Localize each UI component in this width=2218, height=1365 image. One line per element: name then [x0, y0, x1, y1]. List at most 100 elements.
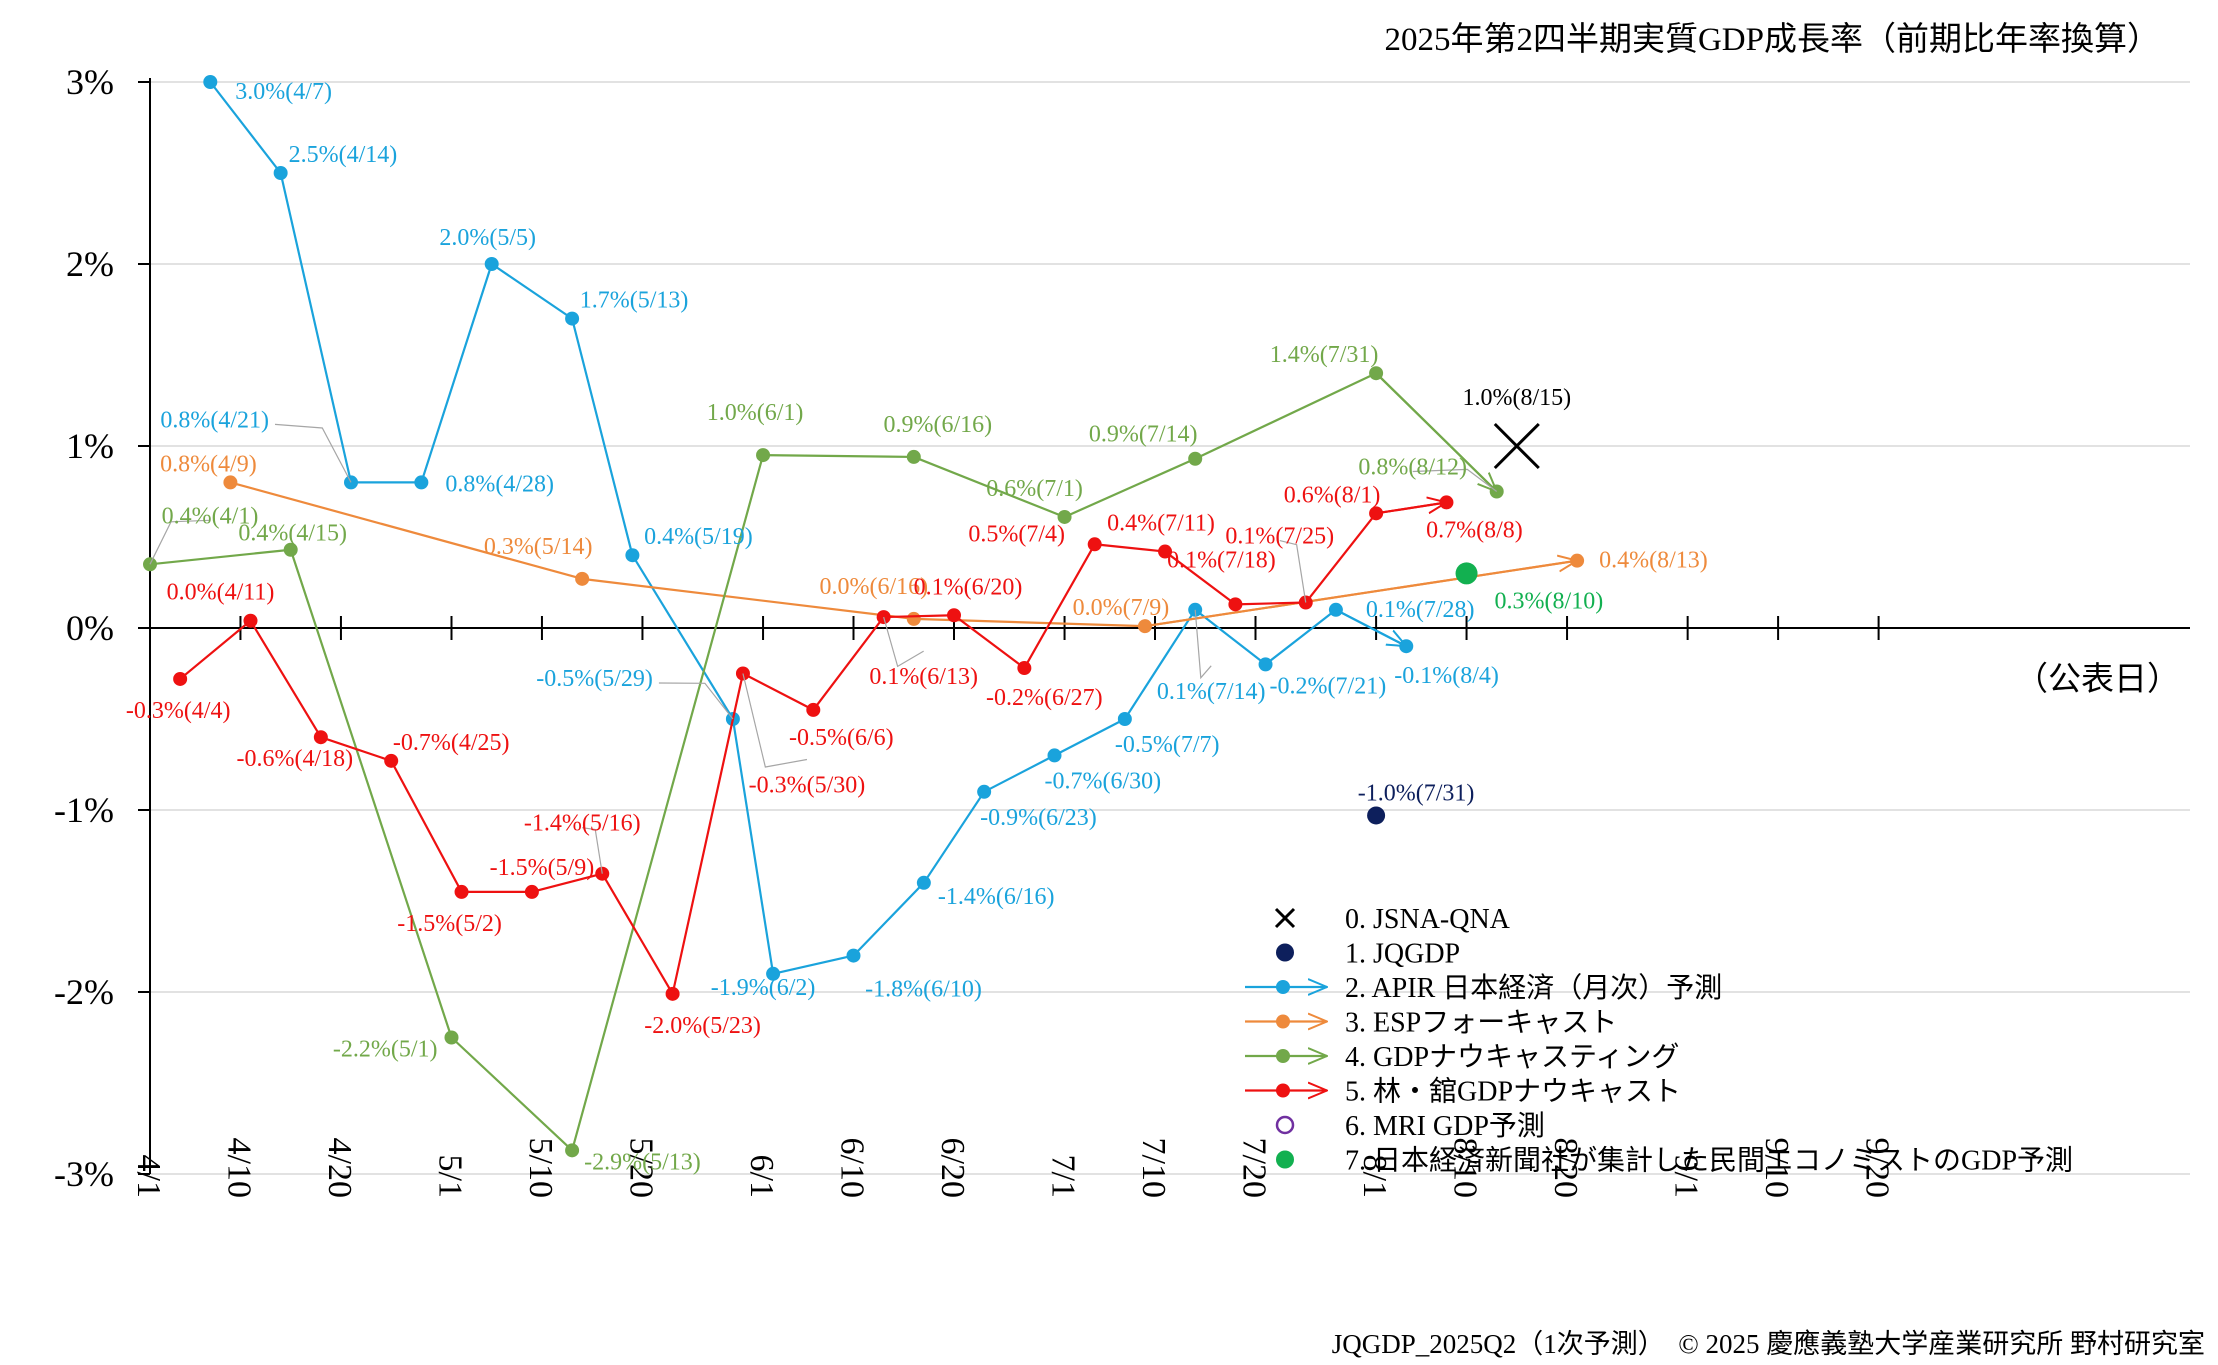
data-label: -0.5%(7/7)	[1115, 732, 1220, 758]
data-label: 0.1%(6/20)	[914, 574, 1023, 600]
data-point	[1328, 602, 1343, 617]
data-point	[1117, 712, 1132, 726]
data-label: -2.2%(5/1)	[333, 1037, 438, 1063]
data-point	[1137, 619, 1152, 634]
x-tick-label: 4/1	[130, 1155, 167, 1198]
legend-label: 7. 日本経済新聞社が集計した民間エコノミストのGDP予測	[1345, 1145, 2073, 1177]
legend-label: 3. ESPフォーキャスト	[1345, 1008, 1617, 1039]
data-point	[1087, 537, 1102, 552]
legend-item-1: 1. JQGDP	[1276, 939, 1460, 970]
data-label: 0.1%(7/18)	[1167, 547, 1276, 573]
x-tick-label: 9/10	[1758, 1138, 1795, 1198]
legend-swatch-dot	[1276, 1083, 1290, 1098]
data-point	[906, 611, 921, 626]
legend-item-4: 4. GDPナウキャスティング	[1245, 1041, 1679, 1073]
chart-title: 2025年第2四半期実質GDP成長率（前期比年率換算）	[1384, 21, 2160, 58]
data-point	[414, 475, 429, 490]
data-label: -2.9%(5/13)	[584, 1149, 701, 1175]
data-point	[1228, 597, 1243, 612]
x-tick-label: 7/10	[1135, 1138, 1172, 1198]
data-label: -1.4%(6/16)	[938, 884, 1055, 910]
data-label: 0.0%(7/9)	[1073, 595, 1170, 621]
data-point	[665, 986, 680, 1001]
data-point	[444, 1030, 459, 1045]
legend-label: 0. JSNA-QNA	[1345, 904, 1511, 935]
data-point	[384, 753, 399, 768]
x-tick-label: 8/20	[1547, 1138, 1584, 1198]
data-label: -0.7%(6/30)	[1045, 768, 1162, 794]
data-point	[524, 884, 539, 899]
data-point	[243, 613, 258, 628]
data-label: 1.4%(7/31)	[1270, 342, 1379, 368]
legend-item-5: 5. 林・舘GDPナウキャスト	[1245, 1076, 1681, 1108]
legend-label: 6. MRI GDP予測	[1345, 1110, 1545, 1142]
data-point	[916, 875, 931, 890]
data-label: 2.5%(4/14)	[289, 142, 398, 168]
x-tick-label: 4/10	[220, 1138, 257, 1198]
data-label: -0.7%(4/25)	[393, 730, 510, 756]
series-5	[173, 495, 1454, 1001]
data-label: 0.4%(4/1)	[162, 503, 259, 529]
data-point-x	[1493, 422, 1540, 470]
legend-swatch-dot	[1276, 980, 1290, 994]
series-3	[223, 475, 1585, 634]
data-point	[625, 548, 640, 563]
data-point	[756, 448, 771, 463]
data-point	[203, 75, 218, 89]
data-point	[173, 671, 188, 686]
data-label: 0.4%(5/19)	[644, 524, 753, 550]
series-line	[149, 372, 1498, 1152]
leader-line	[1194, 609, 1212, 680]
data-label: 0.0%(4/11)	[167, 580, 275, 606]
y-tick-label: 3%	[66, 62, 114, 102]
data-label: -1.0%(7/31)	[1358, 780, 1475, 806]
legend-item-3: 3. ESPフォーキャスト	[1245, 1008, 1617, 1039]
leader-line	[1279, 539, 1307, 603]
data-label: 1.0%(6/1)	[707, 400, 804, 426]
series-arrow	[1375, 502, 1446, 515]
leader-line	[582, 827, 603, 874]
data-label: 3.0%(4/7)	[235, 79, 332, 105]
data-label: 0.1%(7/25)	[1225, 524, 1334, 550]
y-tick-label: 1%	[66, 426, 114, 466]
data-label: -1.9%(6/2)	[711, 975, 816, 1001]
x-tick-label: 5/10	[522, 1138, 559, 1198]
data-point	[1439, 495, 1454, 510]
x-tick-label: 7/1	[1045, 1155, 1082, 1198]
leader-line	[742, 673, 808, 768]
data-point	[1399, 639, 1414, 654]
data-label: 0.6%(7/1)	[986, 476, 1083, 502]
data-label: 0.8%(4/21)	[160, 407, 269, 433]
data-label: 0.3%(8/10)	[1495, 588, 1604, 614]
data-label: 0.3%(5/14)	[484, 534, 593, 560]
series-4	[143, 366, 1504, 1158]
data-label: -0.3%(5/30)	[749, 773, 866, 799]
copyright-footer: JQGDP_2025Q2（1次予測） © 2025 慶應義塾大学産業研究所 野村…	[1332, 1329, 2205, 1359]
data-label: -0.5%(5/29)	[536, 666, 653, 692]
y-tick-label: 2%	[66, 244, 114, 284]
data-labels: 1.0%(8/15) -1.0%(7/31) 3.0%(4/7) 2.5%(4/14)…	[126, 79, 1708, 1175]
data-point	[1188, 451, 1203, 466]
data-label: 2.0%(5/5)	[439, 225, 536, 251]
data-label: -0.1%(8/4)	[1394, 663, 1499, 689]
data-label: -1.5%(5/9)	[490, 855, 595, 881]
series-7	[1455, 562, 1478, 585]
x-tick-label: 7/20	[1236, 1138, 1273, 1198]
data-label: -0.2%(7/21)	[1270, 673, 1387, 699]
x-axis-label: （公表日）	[2015, 661, 2180, 698]
data-point	[223, 475, 238, 490]
data-label: -1.8%(6/10)	[865, 977, 982, 1003]
data-label: 0.0%(6/16)	[819, 574, 928, 600]
leader-line	[274, 423, 352, 483]
legend-label: 1. JQGDP	[1345, 939, 1460, 970]
x-tick-label: 6/10	[834, 1138, 871, 1198]
data-label: -0.9%(6/23)	[980, 805, 1097, 831]
data-point	[1017, 661, 1032, 676]
data-label: -1.5%(5/2)	[397, 911, 502, 937]
data-point	[1570, 553, 1585, 568]
data-label: 0.8%(4/9)	[160, 451, 257, 477]
legend-label: 2. APIR 日本経済（月次）予測	[1345, 972, 1722, 1004]
data-label: 0.4%(4/15)	[238, 521, 347, 547]
x-tick-label: 6/20	[934, 1138, 971, 1198]
